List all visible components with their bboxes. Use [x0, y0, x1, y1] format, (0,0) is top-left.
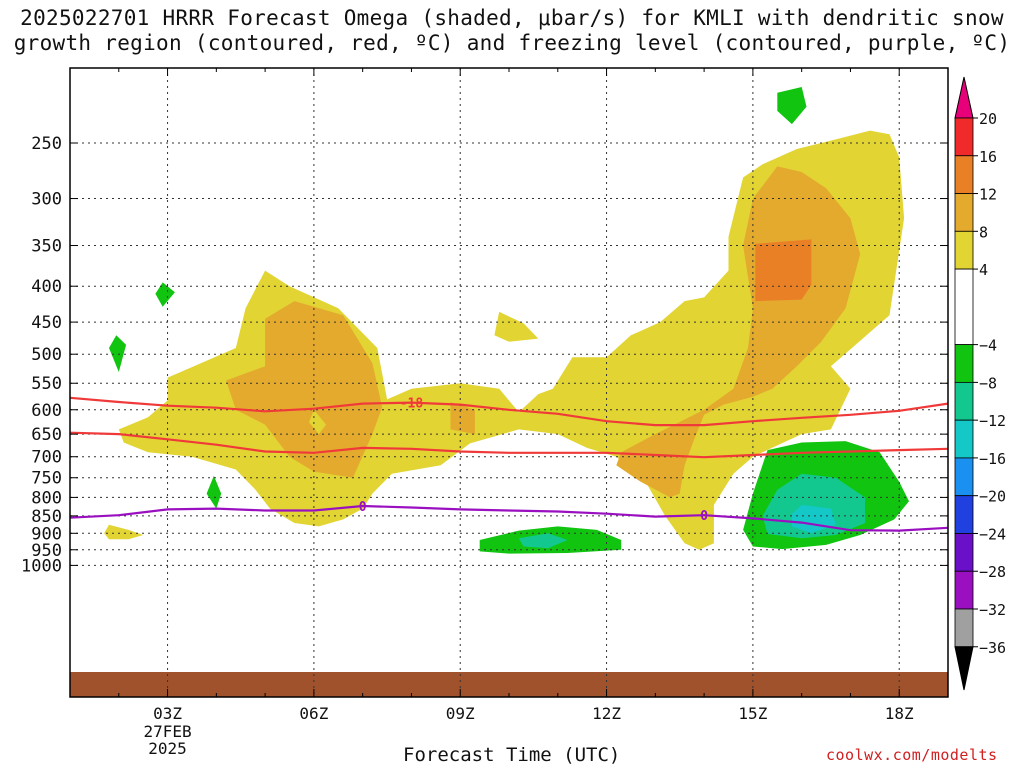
colorbar-swatch [954, 457, 974, 497]
y-tick-label: 500 [31, 345, 62, 365]
y-tick-label: 950 [31, 541, 62, 561]
colorbar-swatch [954, 608, 974, 648]
y-tick-label: 700 [31, 448, 62, 468]
omega-cell-small [206, 475, 222, 509]
x-date-label: 2025 [148, 739, 187, 758]
y-tick-label: 250 [31, 134, 62, 154]
contour-label: 0 [700, 509, 708, 524]
omega-region-4-to-8 [104, 524, 144, 540]
colorbar-swatch [954, 419, 974, 459]
y-tick-label: 650 [31, 425, 62, 445]
contour-line-3 [70, 504, 948, 532]
y-tick-label: 450 [31, 313, 62, 333]
colorbar-label: 12 [979, 186, 997, 204]
contour-label: -18 [400, 397, 424, 412]
colorbar-label: −12 [979, 412, 1006, 430]
y-tick-label: 400 [31, 277, 62, 297]
colorbar-extend-top [954, 76, 974, 119]
x-date-label: 27FEB [143, 722, 191, 741]
colorbar-swatch [954, 230, 974, 270]
omega-region-minus-8-to-minus-12 [518, 533, 568, 549]
x-tick-label: 03Z [153, 704, 182, 723]
colorbar-label: −16 [979, 450, 1006, 468]
y-tick-label: 300 [31, 190, 62, 210]
contour-line-2 [70, 431, 948, 459]
y-tick-label: 900 [31, 524, 62, 544]
colorbar-swatch [954, 155, 974, 194]
colorbar-label: 20 [979, 110, 997, 128]
colorbar-label: −24 [979, 525, 1006, 543]
contour-label: 0 [359, 500, 367, 515]
colorbar-label: −36 [979, 639, 1006, 657]
y-axis: 2503003504004505005506006507007508008509… [21, 134, 948, 576]
chart-title: 2025022701 HRRR Forecast Omega (shaded, … [0, 6, 1024, 56]
colorbar-swatch [954, 268, 974, 346]
omega-cell-small [109, 335, 127, 372]
y-tick-label: 350 [31, 237, 62, 257]
x-tick-label: 06Z [299, 704, 328, 723]
grid [70, 68, 948, 697]
y-tick-label: 550 [31, 374, 62, 394]
plot-area: -18 0 0 [70, 68, 948, 697]
colorbar-swatch [954, 193, 974, 232]
colorbar-swatch [954, 381, 974, 421]
colorbar: 20 16 12 8 4 −4 −8 −12 −16 −20 −24 −28 −32 −36 [954, 76, 1006, 691]
omega-region-4-to-8 [494, 311, 539, 342]
site-credit: coolwx.com/modelts [826, 746, 998, 764]
colorbar-swatch [954, 533, 974, 572]
omega-region-8-to-12 [450, 402, 475, 435]
omega-region-12-to-16 [755, 239, 812, 302]
omega-region-8-to-12 [226, 301, 383, 478]
terrain-fill [70, 672, 948, 697]
y-tick-label: 1000 [21, 556, 62, 576]
contour-line-1 [70, 396, 948, 427]
colorbar-label: −28 [979, 563, 1006, 581]
x-tick-label: 15Z [738, 704, 767, 723]
colorbar-label: −20 [979, 488, 1006, 506]
colorbar-extend-bottom [954, 646, 974, 691]
colorbar-swatch [954, 117, 974, 157]
omega-cell-small [155, 282, 175, 307]
chart-title-line-1: 2025022701 HRRR Forecast Omega (shaded, … [20, 6, 1004, 30]
y-tick-label: 850 [31, 507, 62, 527]
colorbar-swatch [954, 495, 974, 534]
colorbar-label: 4 [979, 261, 988, 279]
omega-gap [309, 409, 327, 435]
x-tick-label: 09Z [446, 704, 475, 723]
chart-title-line-2: growth region (contoured, red, ºC) and f… [13, 31, 1011, 55]
colorbar-label: 8 [979, 223, 988, 241]
x-tick-label: 18Z [885, 704, 914, 723]
y-tick-label: 600 [31, 401, 62, 421]
colorbar-label: 16 [979, 148, 997, 166]
colorbar-label: −4 [979, 337, 997, 355]
colorbar-swatch [954, 570, 974, 610]
colorbar-label: −8 [979, 374, 997, 392]
omega-cell-small [777, 87, 807, 125]
colorbar-swatch [954, 344, 974, 383]
colorbar-label: −32 [979, 601, 1006, 619]
x-tick-label: 12Z [592, 704, 621, 723]
y-tick-label: 800 [31, 488, 62, 508]
x-axis-label: Forecast Time (UTC) [403, 744, 621, 766]
y-tick-label: 750 [31, 469, 62, 489]
